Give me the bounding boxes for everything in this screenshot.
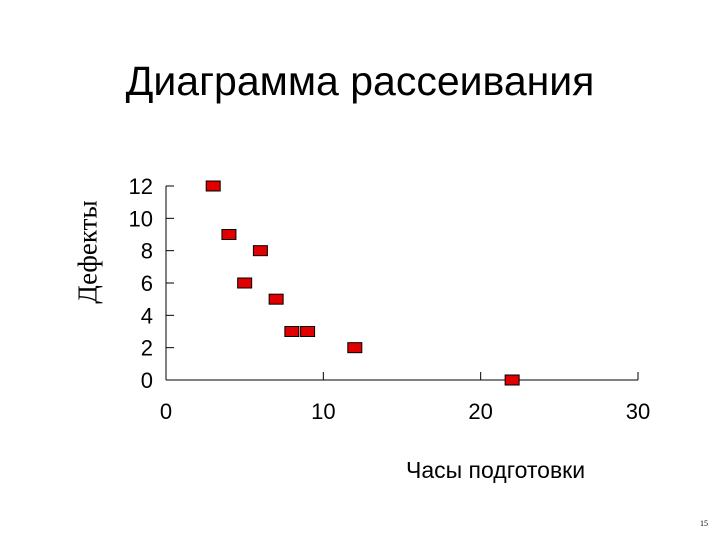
data-point xyxy=(284,326,300,337)
data-point xyxy=(221,229,237,240)
data-point xyxy=(205,180,221,192)
y-tick-label: 12 xyxy=(129,174,153,199)
data-point xyxy=(504,374,520,386)
data-point xyxy=(300,326,316,337)
x-axis-label: Часы подготовки xyxy=(406,457,586,483)
x-tick-label: 20 xyxy=(468,399,492,424)
chart-title: Диаграмма рассеивания xyxy=(125,58,595,104)
x-tick-label: 30 xyxy=(626,399,650,424)
data-point xyxy=(252,245,268,257)
y-tick-label: 6 xyxy=(141,271,153,296)
y-tick-label: 8 xyxy=(141,239,153,264)
y-tick-label: 2 xyxy=(141,336,153,361)
y-tick-label: 0 xyxy=(141,368,153,393)
data-point xyxy=(268,293,284,305)
page-number: 15 xyxy=(700,519,708,528)
data-point xyxy=(347,342,363,354)
data-point xyxy=(237,277,253,289)
x-tick-label: 0 xyxy=(160,399,172,424)
x-tick-label: 10 xyxy=(311,399,335,424)
y-tick-label: 4 xyxy=(141,303,153,328)
y-tick-label: 10 xyxy=(129,206,153,231)
